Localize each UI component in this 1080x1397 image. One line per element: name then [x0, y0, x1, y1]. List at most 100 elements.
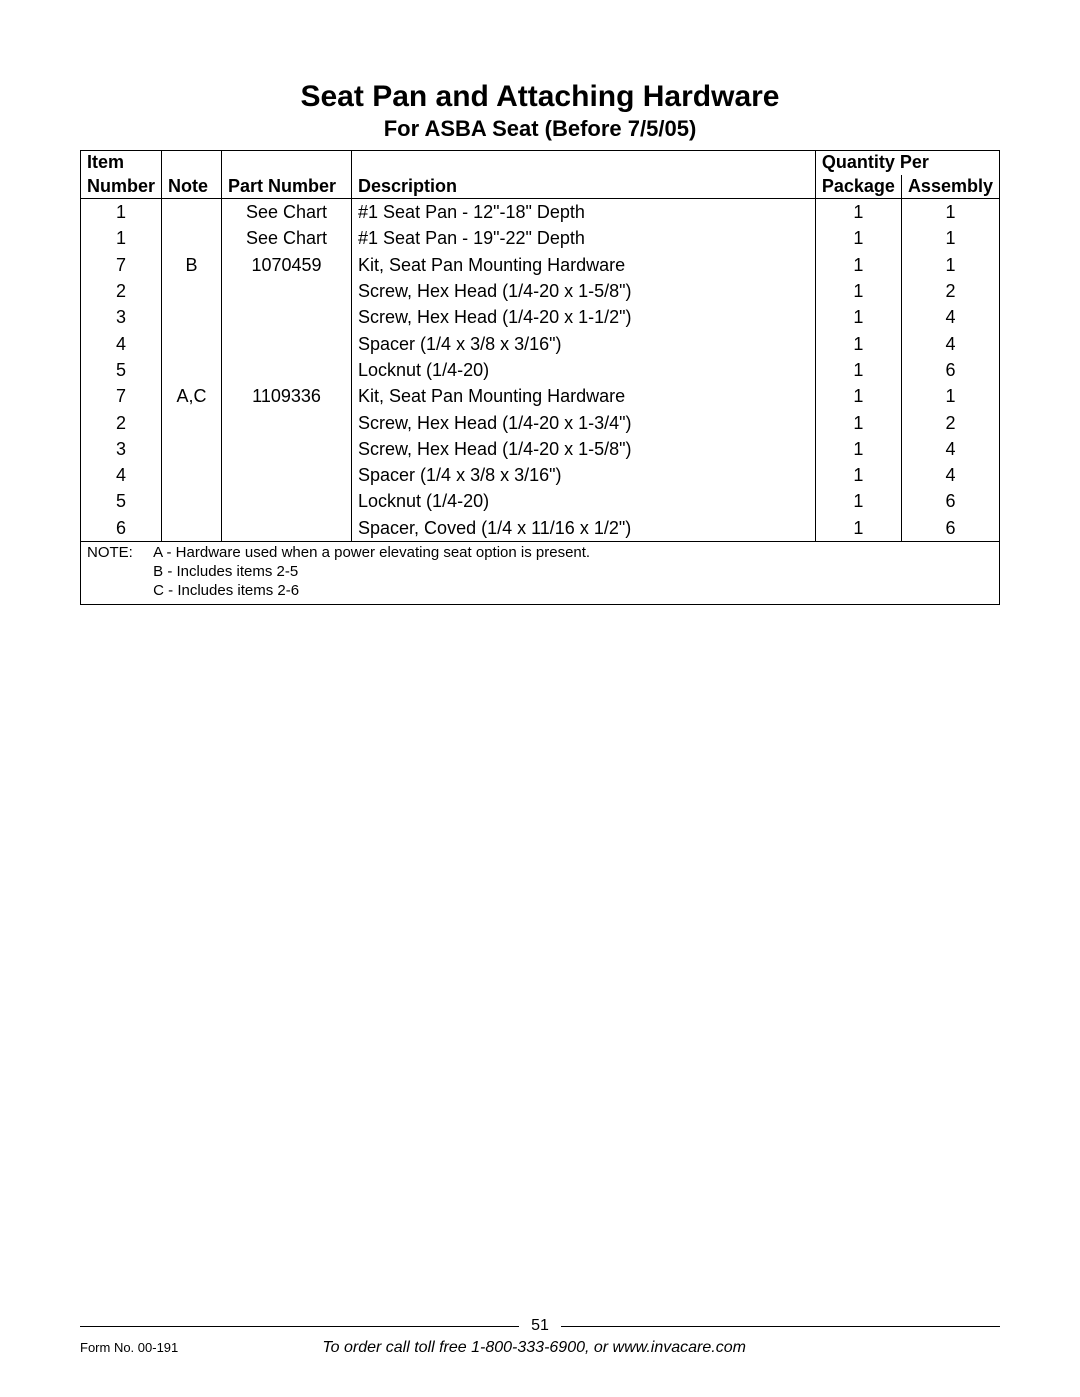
cell-note: A,C [162, 383, 222, 409]
cell-asm: 4 [901, 304, 999, 330]
cell-desc: #1 Seat Pan - 19"-22" Depth [352, 225, 816, 251]
cell-pkg: 1 [815, 199, 901, 226]
header-description: Description [352, 151, 816, 199]
header-item-number: Number [81, 175, 162, 199]
cell-pkg: 1 [815, 252, 901, 278]
cell-part [222, 515, 352, 542]
cell-item: 5 [81, 357, 162, 383]
cell-note [162, 304, 222, 330]
cell-desc: Locknut (1/4-20) [352, 357, 816, 383]
cell-note [162, 331, 222, 357]
header-assembly: Assembly [901, 175, 999, 199]
cell-desc: Locknut (1/4-20) [352, 488, 816, 514]
cell-part [222, 331, 352, 357]
cell-part: See Chart [222, 225, 352, 251]
cell-asm: 1 [901, 252, 999, 278]
header-note: Note [162, 151, 222, 199]
cell-part [222, 436, 352, 462]
cell-note [162, 225, 222, 251]
table-row: 4 Spacer (1/4 x 3/8 x 3/16") 1 4 [81, 331, 1000, 357]
cell-item: 2 [81, 278, 162, 304]
page-footer: 51 Form No. 00-191 To order call toll fr… [80, 1317, 1000, 1357]
cell-item: 6 [81, 515, 162, 542]
cell-pkg: 1 [815, 304, 901, 330]
cell-item: 3 [81, 304, 162, 330]
cell-asm: 6 [901, 357, 999, 383]
cell-pkg: 1 [815, 488, 901, 514]
cell-pkg: 1 [815, 225, 901, 251]
cell-note [162, 278, 222, 304]
cell-pkg: 1 [815, 462, 901, 488]
table-row: 1 See Chart #1 Seat Pan - 12"-18" Depth … [81, 199, 1000, 226]
notes-row: NOTE: A - Hardware used when a power ele… [81, 542, 1000, 605]
cell-part [222, 410, 352, 436]
footer-rule-left [80, 1326, 519, 1327]
cell-desc: Screw, Hex Head (1/4-20 x 1-1/2") [352, 304, 816, 330]
cell-item: 3 [81, 436, 162, 462]
cell-desc: Screw, Hex Head (1/4-20 x 1-3/4") [352, 410, 816, 436]
table-row: 5 Locknut (1/4-20) 1 6 [81, 488, 1000, 514]
cell-pkg: 1 [815, 410, 901, 436]
cell-item: 5 [81, 488, 162, 514]
cell-note [162, 410, 222, 436]
note-a: A - Hardware used when a power elevating… [153, 544, 590, 561]
cell-item: 4 [81, 331, 162, 357]
cell-desc: Spacer (1/4 x 3/8 x 3/16") [352, 331, 816, 357]
cell-note [162, 515, 222, 542]
cell-note [162, 357, 222, 383]
header-quantity-per: Quantity Per [815, 151, 999, 175]
cell-item: 1 [81, 199, 162, 226]
cell-item: 2 [81, 410, 162, 436]
table-row: 7 B 1070459 Kit, Seat Pan Mounting Hardw… [81, 252, 1000, 278]
table-row: 4 Spacer (1/4 x 3/8 x 3/16") 1 4 [81, 462, 1000, 488]
table-row: 3 Screw, Hex Head (1/4-20 x 1-5/8") 1 4 [81, 436, 1000, 462]
note-c: C - Includes items 2-6 [153, 582, 299, 599]
table-row: 1 See Chart #1 Seat Pan - 19"-22" Depth … [81, 225, 1000, 251]
order-text: To order call toll free 1-800-333-6900, … [178, 1339, 890, 1357]
parts-table-body: 1 See Chart #1 Seat Pan - 12"-18" Depth … [81, 199, 1000, 605]
cell-part: 1109336 [222, 383, 352, 409]
cell-asm: 4 [901, 331, 999, 357]
cell-part [222, 357, 352, 383]
cell-pkg: 1 [815, 331, 901, 357]
cell-asm: 1 [901, 383, 999, 409]
cell-desc: Kit, Seat Pan Mounting Hardware [352, 252, 816, 278]
cell-desc: Kit, Seat Pan Mounting Hardware [352, 383, 816, 409]
cell-item: 4 [81, 462, 162, 488]
cell-pkg: 1 [815, 515, 901, 542]
cell-part: See Chart [222, 199, 352, 226]
cell-pkg: 1 [815, 278, 901, 304]
cell-asm: 4 [901, 462, 999, 488]
note-b: B - Includes items 2-5 [153, 563, 298, 580]
header-item-top: Item [81, 151, 162, 175]
cell-asm: 4 [901, 436, 999, 462]
cell-desc: Spacer (1/4 x 3/8 x 3/16") [352, 462, 816, 488]
cell-part [222, 304, 352, 330]
form-number: Form No. 00-191 [80, 1340, 178, 1355]
notes-label: NOTE: [87, 544, 149, 563]
cell-part [222, 278, 352, 304]
table-row: 2 Screw, Hex Head (1/4-20 x 1-5/8") 1 2 [81, 278, 1000, 304]
cell-asm: 1 [901, 225, 999, 251]
cell-asm: 2 [901, 278, 999, 304]
page-subtitle: For ASBA Seat (Before 7/5/05) [80, 116, 1000, 142]
cell-asm: 2 [901, 410, 999, 436]
cell-asm: 6 [901, 488, 999, 514]
cell-part [222, 462, 352, 488]
table-row: 6 Spacer, Coved (1/4 x 11/16 x 1/2") 1 6 [81, 515, 1000, 542]
cell-note: B [162, 252, 222, 278]
footer-rule-right [561, 1326, 1000, 1327]
table-row: 7 A,C 1109336 Kit, Seat Pan Mounting Har… [81, 383, 1000, 409]
cell-pkg: 1 [815, 357, 901, 383]
page-number: 51 [531, 1317, 549, 1335]
cell-asm: 6 [901, 515, 999, 542]
cell-note [162, 488, 222, 514]
parts-table: Item Note Part Number Description Quanti… [80, 150, 1000, 605]
table-row: 2 Screw, Hex Head (1/4-20 x 1-3/4") 1 2 [81, 410, 1000, 436]
cell-desc: #1 Seat Pan - 12"-18" Depth [352, 199, 816, 226]
cell-note [162, 436, 222, 462]
cell-pkg: 1 [815, 383, 901, 409]
cell-desc: Screw, Hex Head (1/4-20 x 1-5/8") [352, 278, 816, 304]
cell-desc: Screw, Hex Head (1/4-20 x 1-5/8") [352, 436, 816, 462]
cell-part: 1070459 [222, 252, 352, 278]
